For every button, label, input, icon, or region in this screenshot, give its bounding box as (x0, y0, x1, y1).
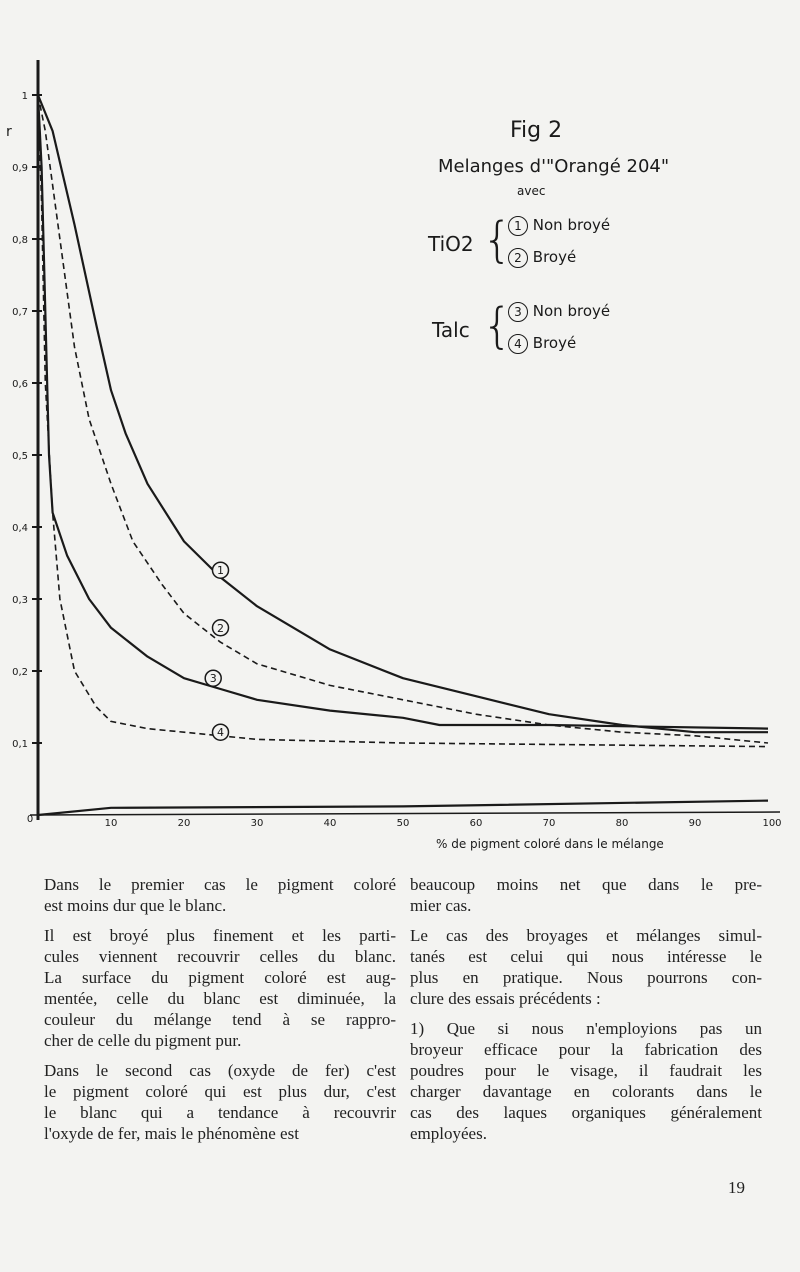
text-line: l'oxyde de fer, mais le phénomène est (44, 1124, 299, 1143)
legend-group-name: Talc (432, 318, 470, 342)
legend-item-4: 4 Broyé (508, 334, 576, 354)
legend-label: Non broyé (532, 302, 611, 320)
series-label-circle (211, 561, 230, 579)
text-line: Le cas des broyages et mélanges simul- (410, 926, 762, 945)
text-line: mier cas. (410, 896, 472, 915)
x-axis (29, 811, 781, 816)
text-line: broyeur efficace pour la fabrication des (410, 1040, 762, 1059)
x-tick-label: 60 (470, 818, 483, 829)
text-line: La surface du pigment coloré est aug- (44, 968, 396, 987)
y-tick-label: 0,9 (12, 163, 28, 174)
text-line: charger davantage en colorants dans le (410, 1082, 762, 1101)
y-tick-label: 0,3 (12, 595, 28, 606)
paragraph: 1) Que si nous n'employions pas un broyeu… (410, 1018, 762, 1144)
paragraph: Il est broyé plus finement et les parti-… (44, 925, 396, 1051)
figure-subtitle-avec: avec (517, 184, 546, 198)
series-line-3 (36, 94, 769, 730)
text-line: plus en pratique. Nous pourrons con- (410, 968, 762, 987)
page-number: 19 (728, 1178, 745, 1197)
paragraph: beaucoup moins net que dans le pre-mier … (410, 874, 762, 916)
series-line-1 (36, 94, 768, 734)
paragraph: Le cas des broyages et mélanges simul-ta… (410, 925, 762, 1009)
text-column-left: Dans le premier cas le pigment coloré est… (44, 874, 396, 1153)
y-tick-label: 1 (22, 91, 28, 102)
y-tick-label: 0,2 (12, 667, 28, 678)
legend-label: Broyé (532, 248, 577, 266)
text-column-right: beaucoup moins net que dans le pre-mier … (410, 874, 762, 1153)
series-label: 2 (217, 622, 224, 635)
x-tick-label: 0 (27, 814, 33, 825)
x-tick-label: 40 (324, 818, 337, 829)
legend-item-1: 1 Non broyé (508, 216, 610, 236)
y-tick-label: 0,7 (12, 307, 28, 318)
series-line-2 (37, 94, 769, 744)
y-tick-label: 0,6 (12, 379, 28, 390)
legend-group-name: TiO2 (428, 232, 474, 256)
paragraph: Dans le second cas (oxyde de fer) c'est l… (44, 1060, 396, 1144)
text-line: le pigment coloré qui est plus dur, c'es… (44, 1082, 396, 1101)
paragraph: Dans le premier cas le pigment coloré est… (44, 874, 396, 916)
text-line: cas des laques organiques généralement (410, 1103, 762, 1122)
text-line: beaucoup moins net que dans le pre- (410, 875, 762, 894)
y-tick-label: 0,5 (12, 451, 28, 462)
y-axis-label: r (6, 124, 12, 140)
text-line: couleur du mélange tend à se rappro- (44, 1010, 396, 1029)
text-line: mentée, celle du blanc est diminuée, la (44, 989, 396, 1008)
text-line: clure des essais précédents : (410, 989, 601, 1008)
series-label: 4 (217, 726, 224, 739)
x-tick-label: 30 (251, 818, 264, 829)
text-line: le blanc qui a tendance à recouvrir (44, 1103, 396, 1122)
x-tick-label: 10 (105, 818, 118, 829)
brace-icon: { (482, 298, 513, 354)
text-line: tanés est celui qui nous intéresse le (410, 947, 762, 966)
text-line: Dans le second cas (oxyde de fer) c'est (44, 1061, 396, 1080)
legend-item-2: 2 Broyé (508, 248, 576, 268)
x-tick-label: 90 (689, 818, 702, 829)
x-tick-label: 50 (397, 818, 410, 829)
series-label-circle (211, 619, 230, 637)
figure-subtitle: Melanges d'"Orangé 204" (438, 156, 670, 177)
series-line-4 (37, 94, 769, 748)
text-line: 1) Que si nous n'employions pas un (410, 1019, 762, 1038)
series-label: 1 (217, 564, 224, 577)
circled-number-icon: 4 (508, 334, 528, 354)
x-tick-label: 80 (616, 818, 629, 829)
x-tick-label: 100 (762, 818, 781, 829)
circled-number-icon: 2 (508, 248, 528, 268)
circled-number-icon: 3 (508, 302, 528, 322)
figure-chart: 0,1 0,2 0,3 0,4 0,5 0,6 0,7 0,8 0,9 1 r 0 10 20 30 40 50… (6, 60, 782, 851)
text-line: Il est broyé plus finement et les parti- (44, 926, 396, 945)
figure-title: Fig 2 (510, 118, 563, 143)
legend-label: Non broyé (532, 216, 611, 234)
y-tick-label: 0,4 (12, 523, 28, 534)
x-tick-label: 20 (178, 818, 191, 829)
text-line: poudres pour le visage, il faudrait les (410, 1061, 762, 1080)
x-tick-label: 70 (543, 818, 556, 829)
series-label-circle (211, 723, 230, 741)
text-line: cules viennent recouvrir celles du blanc… (44, 947, 396, 966)
legend-item-3: 3 Non broyé (508, 302, 610, 322)
circled-number-icon: 1 (508, 216, 528, 236)
y-tick-label: 0,8 (12, 235, 28, 246)
brace-icon: { (482, 212, 513, 268)
series-label-circle (204, 669, 222, 687)
text-line: Dans le premier cas le pigment coloré (44, 875, 396, 894)
text-line: cher de celle du pigment pur. (44, 1031, 242, 1050)
text-line: est moins dur que le blanc. (44, 896, 227, 915)
legend-label: Broyé (532, 334, 577, 352)
x-axis-label: % de pigment coloré dans le mélange (436, 837, 664, 851)
y-tick-label: 0,1 (12, 739, 28, 750)
series-line-baseline (37, 799, 769, 817)
series-label: 3 (210, 672, 217, 685)
text-line: employées. (410, 1124, 487, 1143)
